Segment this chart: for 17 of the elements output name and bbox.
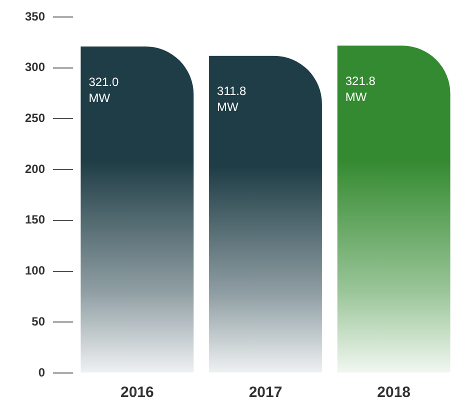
data-label: 311.8 MW bbox=[217, 84, 246, 114]
bar bbox=[209, 56, 322, 372]
y-tick-label: 100 bbox=[24, 264, 46, 278]
bar bbox=[80, 46, 194, 372]
y-tick-label: 150 bbox=[24, 212, 46, 227]
y-tick-label: 50 bbox=[32, 314, 46, 328]
y-tick-label: 300 bbox=[24, 60, 46, 74]
y-tick-label: 0 bbox=[38, 365, 46, 380]
y-tick-label: 200 bbox=[24, 162, 46, 176]
x-tick-label: 2018 bbox=[377, 384, 411, 402]
data-label: 321.0 MW bbox=[88, 74, 120, 105]
x-tick-label: 2016 bbox=[120, 384, 154, 402]
y-tick-label: 350 bbox=[24, 9, 46, 24]
bar bbox=[337, 46, 450, 372]
y-tick-label: 250 bbox=[24, 111, 46, 126]
x-tick-label: 2017 bbox=[248, 384, 282, 402]
data-label: 321.8 MW bbox=[345, 74, 376, 104]
